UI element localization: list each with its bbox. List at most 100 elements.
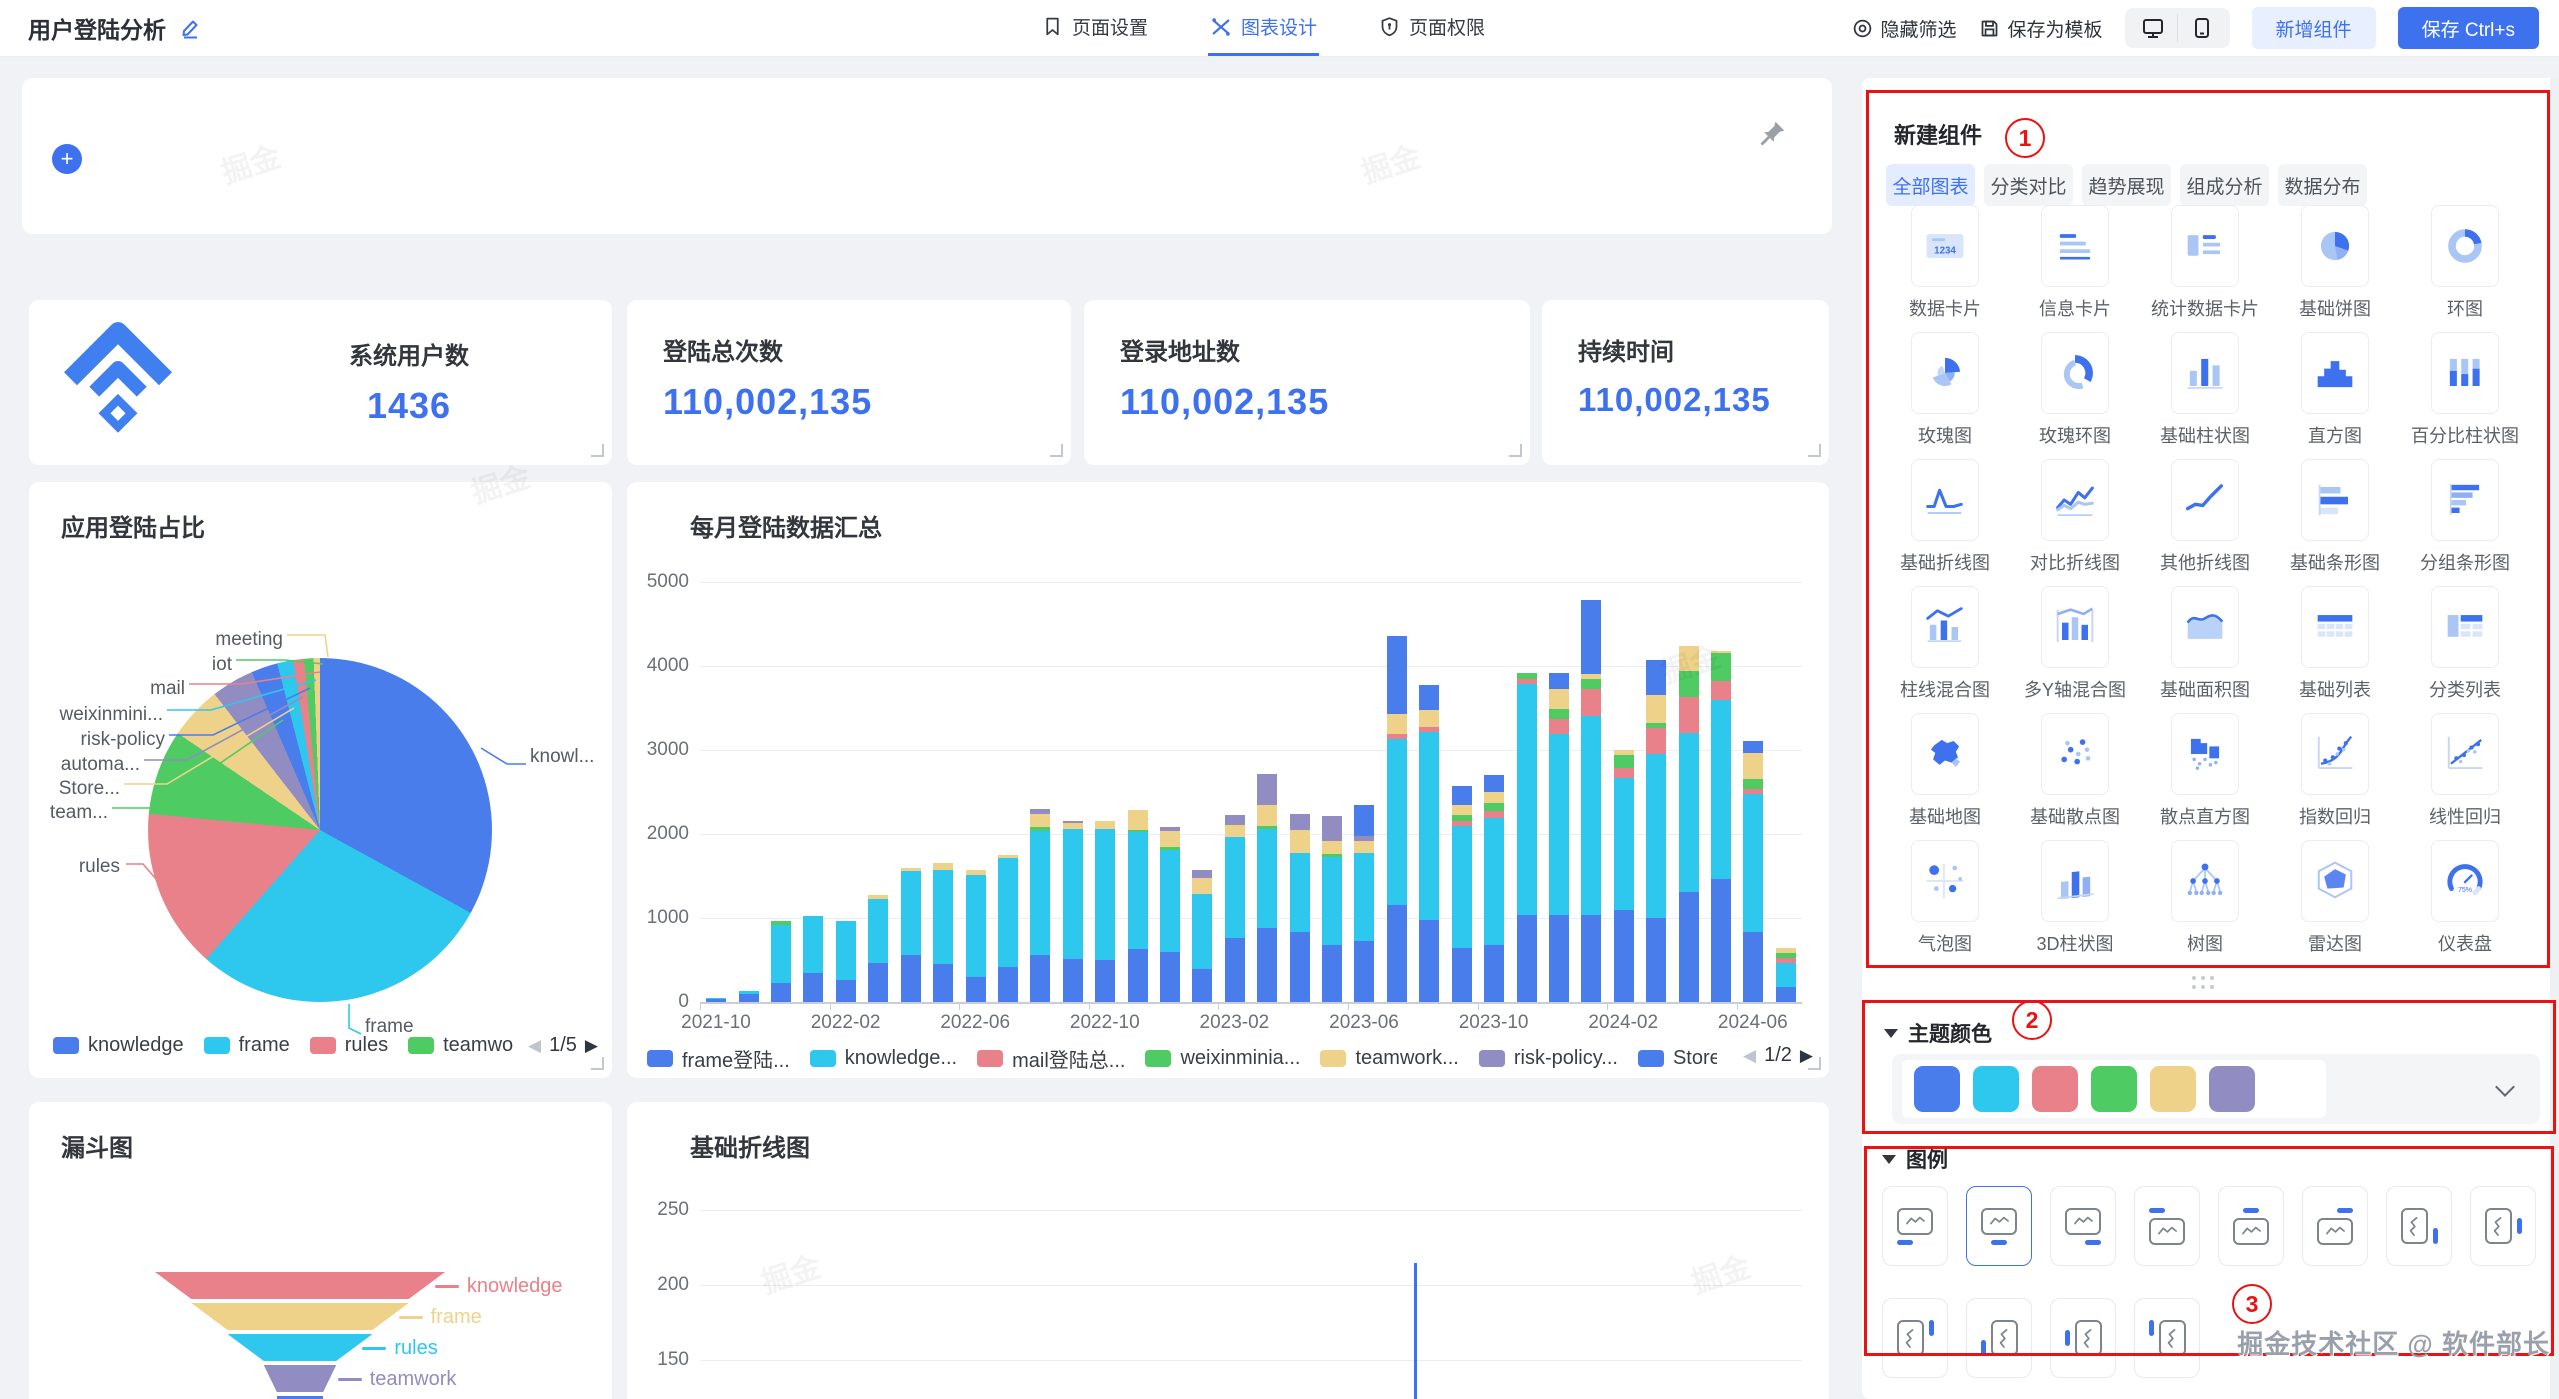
resize-handle[interactable]	[1509, 444, 1522, 457]
edit-title-icon[interactable]	[178, 16, 202, 40]
theme-color-swatch-4[interactable]	[2150, 1066, 2196, 1112]
theme-color-swatch-2[interactable]	[2032, 1066, 2078, 1112]
chart-type-map[interactable]: 基础地图	[1880, 704, 2010, 831]
legend-item[interactable]: risk-policy...	[1478, 1047, 1618, 1070]
legend-position-right-center[interactable]	[2470, 1186, 2536, 1266]
chart-type-gauge[interactable]: 75% 仪表盘	[2400, 831, 2530, 958]
metric-card-total-logins[interactable]: 登陆总次数 110,002,135	[627, 300, 1071, 465]
add-component-button[interactable]: 新增组件	[2251, 7, 2376, 49]
chart-type-histogram[interactable]: 直方图	[2270, 323, 2400, 450]
chart-type-line[interactable]: 基础折线图	[1880, 450, 2010, 577]
chart-type-card-info[interactable]: 信息卡片	[2010, 196, 2140, 323]
drag-handle[interactable]	[2192, 976, 2214, 989]
legend-item[interactable]: rules	[309, 1034, 388, 1057]
legend-item[interactable]: teamwork	[408, 1034, 513, 1057]
legend-item[interactable]: knowledge...	[809, 1047, 957, 1070]
legend-position-left-bottom[interactable]	[1966, 1298, 2032, 1378]
metric-card-system-users[interactable]: 系统用户数 1436	[29, 300, 612, 465]
theme-color-swatch-5[interactable]	[2209, 1066, 2255, 1112]
chart-type-scatter-hist[interactable]: 散点直方图	[2140, 704, 2270, 831]
legend-position-right-bottom[interactable]	[2386, 1186, 2452, 1266]
chart-type-bar-percent[interactable]: 百分比柱状图	[2400, 323, 2530, 450]
legend-position-bottom-right[interactable]	[2050, 1186, 2116, 1266]
theme-section-header[interactable]: 主题颜色	[1884, 1018, 1992, 1048]
chevron-down-icon[interactable]	[2495, 1077, 2515, 1097]
legend-position-top-left[interactable]	[2134, 1186, 2200, 1266]
legend-item[interactable]: Store	[1637, 1047, 1717, 1070]
chart-type-area[interactable]: 基础面积图	[2140, 577, 2270, 704]
chart-type-rose[interactable]: 玫瑰图	[1880, 323, 2010, 450]
legend-position-top-center[interactable]	[2218, 1186, 2284, 1266]
pin-icon[interactable]	[1758, 118, 1788, 148]
chart-type-bubble[interactable]: 气泡图	[1880, 831, 2010, 958]
chart-type-line-compare[interactable]: 对比折线图	[2010, 450, 2140, 577]
tab-chart-design[interactable]: 图表设计	[1208, 0, 1320, 56]
resize-handle[interactable]	[1808, 444, 1821, 457]
chart-type-card-number[interactable]: 1234 数据卡片	[1880, 196, 2010, 323]
legend-position-top-right[interactable]	[2302, 1186, 2368, 1266]
legend-section-header[interactable]: 图例	[1882, 1144, 1948, 1174]
legend-item[interactable]: weixinminia...	[1145, 1047, 1300, 1070]
chart-type-bar3d[interactable]: 3D柱状图	[2010, 831, 2140, 958]
chart-type-pie[interactable]: 基础饼图	[2270, 196, 2400, 323]
legend-position-left-top[interactable]	[2134, 1298, 2200, 1378]
panel-tab-4[interactable]: 数据分布	[2278, 164, 2367, 206]
tab-page-permissions[interactable]: 页面权限	[1377, 0, 1487, 56]
panel-tab-2[interactable]: 趋势展现	[2082, 164, 2171, 206]
metric-card-duration[interactable]: 持续时间 110,002,135	[1542, 300, 1829, 465]
panel-tab-1[interactable]: 分类对比	[1984, 164, 2073, 206]
hide-filter-button[interactable]: 隐藏筛选	[1852, 15, 1957, 42]
legend-position-left-center[interactable]	[2050, 1298, 2116, 1378]
theme-color-swatch-1[interactable]	[1973, 1066, 2019, 1112]
chart-type-table[interactable]: 基础列表	[2270, 577, 2400, 704]
pie-chart-card[interactable]: 应用登陆占比 meeting iot mail weixinmini... risk-p…	[29, 482, 612, 1078]
resize-handle[interactable]	[1050, 444, 1063, 457]
tab-page-settings[interactable]: 页面设置	[1040, 0, 1150, 56]
legend-position-right-top[interactable]	[1882, 1298, 1948, 1378]
resize-handle[interactable]	[591, 1057, 604, 1070]
bar-xtick-label: 2022-10	[1069, 1012, 1140, 1033]
theme-color-swatch-0[interactable]	[1914, 1066, 1960, 1112]
add-filter-button[interactable]: +	[52, 144, 82, 174]
chart-type-barh-group[interactable]: 分组条形图	[2400, 450, 2530, 577]
chart-type-reg-exp[interactable]: 指数回归	[2270, 704, 2400, 831]
chart-type-bar[interactable]: 基础柱状图	[2140, 323, 2270, 450]
panel-scrollbar[interactable]	[2550, 78, 2559, 1399]
chart-type-barh[interactable]: 基础条形图	[2270, 450, 2400, 577]
panel-tab-0[interactable]: 全部图表	[1886, 164, 1975, 206]
legend-position-bottom-center[interactable]	[1966, 1186, 2032, 1266]
metric-card-login-addresses[interactable]: 登录地址数 110,002,135	[1084, 300, 1530, 465]
chart-type-reg-lin[interactable]: 线性回归	[2400, 704, 2530, 831]
next-page-arrow[interactable]: ▶	[1799, 1045, 1813, 1065]
theme-color-swatch-3[interactable]	[2091, 1066, 2137, 1112]
desktop-view-button[interactable]	[2129, 14, 2177, 42]
chart-type-rose-ring[interactable]: 玫瑰环图	[2010, 323, 2140, 450]
chart-type-card-stat[interactable]: 统计数据卡片	[2140, 196, 2270, 323]
save-button[interactable]: 保存 Ctrl+s	[2397, 7, 2539, 49]
legend-item[interactable]: teamwork...	[1320, 1047, 1459, 1070]
legend-item[interactable]: frame登陆...	[647, 1044, 790, 1073]
legend-item[interactable]: frame	[203, 1034, 290, 1057]
legend-item[interactable]: mail登陆总...	[977, 1044, 1125, 1073]
line-chart-card[interactable]: 基础折线图 250 200 150	[627, 1102, 1829, 1399]
chart-type-line-other[interactable]: 其他折线图	[2140, 450, 2270, 577]
next-page-arrow[interactable]: ▶	[584, 1035, 598, 1055]
legend-position-bottom-left[interactable]	[1882, 1186, 1948, 1266]
prev-page-arrow[interactable]: ◀	[1743, 1045, 1757, 1065]
chart-type-tree[interactable]: 树图	[2140, 831, 2270, 958]
resize-handle[interactable]	[1808, 1057, 1821, 1070]
mobile-view-button[interactable]	[2176, 14, 2226, 42]
resize-handle[interactable]	[591, 444, 604, 457]
chart-type-table-cat[interactable]: 分类列表	[2400, 577, 2530, 704]
funnel-chart-card[interactable]: 漏斗图 knowledge frame rules teamwork	[29, 1102, 612, 1399]
chart-type-scatter[interactable]: 基础散点图	[2010, 704, 2140, 831]
chart-type-donut[interactable]: 环图	[2400, 196, 2530, 323]
bar-chart-card[interactable]: 每月登陆数据汇总 0 1000 2000 3000 4000 5000 2021-10 202…	[627, 482, 1829, 1078]
panel-tab-3[interactable]: 组成分析	[2180, 164, 2269, 206]
prev-page-arrow[interactable]: ◀	[528, 1035, 542, 1055]
save-as-template-button[interactable]: 保存为模板	[1979, 15, 2103, 42]
chart-type-multi-y[interactable]: 多Y轴混合图	[2010, 577, 2140, 704]
legend-item[interactable]: knowledge	[53, 1034, 184, 1057]
chart-type-radar[interactable]: 雷达图	[2270, 831, 2400, 958]
chart-type-bar-line[interactable]: 柱线混合图	[1880, 577, 2010, 704]
